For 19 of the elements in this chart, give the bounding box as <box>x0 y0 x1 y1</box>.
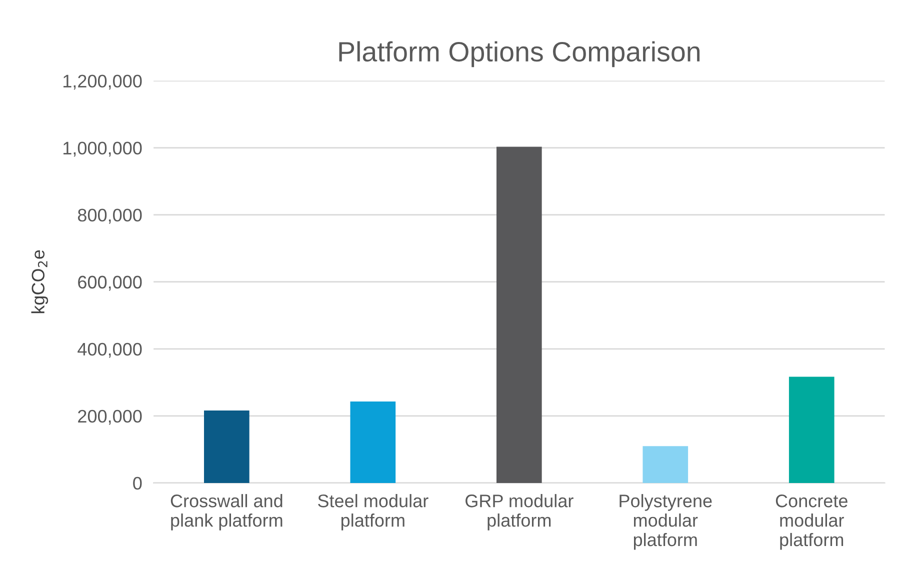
x-tick-label: Steel modular platform <box>318 494 428 530</box>
y-tick-label: 600,000 <box>78 276 142 291</box>
chart-title: Platform Options Comparison <box>339 41 700 68</box>
x-tick-label: Crosswall and plank platform <box>170 494 282 530</box>
y-axis-title: kgCO$_{2}$e <box>31 250 48 314</box>
y-tick-label: 0 <box>133 476 142 490</box>
bar <box>204 410 250 483</box>
x-tick-label: GRP modular platform <box>466 494 574 530</box>
x-tick-label: Concrete modular platform <box>776 494 848 550</box>
y-tick-label: 1,000,000 <box>64 142 142 157</box>
y-tick-label: 200,000 <box>78 410 142 425</box>
bar <box>496 146 542 483</box>
bar <box>350 402 396 483</box>
y-tick-label: 1,200,000 <box>64 74 142 90</box>
bar <box>788 376 834 483</box>
y-tick-label: 800,000 <box>78 208 142 224</box>
y-tick-label: 400,000 <box>78 342 142 358</box>
x-tick-label: Polystyrene modular platform <box>620 494 712 550</box>
bar <box>642 446 688 483</box>
